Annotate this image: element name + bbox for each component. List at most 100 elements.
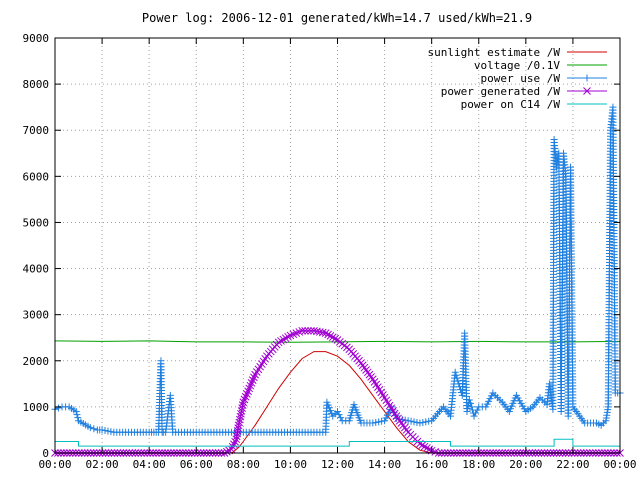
data-point [410, 418, 418, 426]
y-tick-label: 8000 [23, 78, 50, 91]
data-point [279, 335, 288, 344]
data-point [304, 326, 312, 335]
data-point [328, 333, 337, 342]
data-point [315, 328, 324, 336]
data-point [298, 326, 307, 335]
data-point [55, 404, 63, 412]
data-point [418, 441, 427, 450]
x-tick-label: 04:00 [133, 458, 166, 471]
data-point [473, 406, 481, 414]
data-point [423, 444, 431, 452]
y-tick-label: 4000 [23, 263, 50, 276]
legend-label: sunlight estimate /W [428, 46, 561, 59]
x-tick-label: 08:00 [227, 458, 260, 471]
data-point [422, 418, 430, 426]
data-point [420, 442, 429, 451]
series-5 [55, 438, 620, 447]
x-tick-label: 14:00 [368, 458, 401, 471]
x-tick-label: 10:00 [274, 458, 307, 471]
legend-marker [583, 87, 591, 95]
series-line [55, 351, 620, 454]
x-tick-label: 06:00 [180, 458, 213, 471]
legend-marker [583, 74, 591, 82]
data-point [326, 332, 335, 340]
data-point [98, 426, 106, 434]
x-tick-label: 02:00 [86, 458, 119, 471]
axis-ticks: 0 1000 2000 3000 4000 5000 6000 7000 8000 9000 00:… [23, 32, 637, 471]
data-point [375, 418, 383, 426]
data-point [331, 334, 339, 343]
legend-label: power on C14 /W [461, 98, 561, 111]
data-point [451, 368, 459, 376]
data-point [243, 390, 251, 398]
y-tick-label: 5000 [23, 216, 50, 229]
data-point [453, 374, 461, 382]
series-line [54, 107, 620, 433]
data-point [465, 399, 473, 407]
series-layer [51, 103, 624, 457]
data-point [413, 418, 421, 426]
x-tick-label: 12:00 [321, 458, 354, 471]
data-point [241, 392, 250, 401]
data-point [72, 408, 80, 415]
x-tick-label: 20:00 [509, 458, 542, 471]
data-point [470, 412, 478, 420]
data-point [239, 398, 248, 407]
data-point [223, 447, 231, 456]
y-tick-label: 9000 [23, 32, 50, 45]
series-1 [55, 351, 620, 454]
data-point [246, 381, 255, 390]
data-point [250, 373, 258, 382]
data-point [407, 417, 415, 425]
data-point [335, 411, 343, 419]
data-point [277, 337, 285, 345]
data-point [301, 326, 309, 335]
data-point [245, 384, 254, 393]
data-point [107, 428, 115, 436]
data-point [334, 408, 341, 415]
legend-label: voltage /0.1V [474, 59, 560, 72]
data-point [369, 419, 377, 427]
chart-title: Power log: 2006-12-01 generated/kWh=14.7… [142, 11, 532, 25]
data-point [416, 419, 424, 427]
series-line [54, 340, 621, 343]
data-point [318, 328, 327, 337]
data-point [281, 334, 290, 343]
data-point [244, 387, 252, 396]
y-tick-label: 0 [42, 447, 49, 460]
data-point [90, 425, 98, 433]
x-tick-label: 22:00 [556, 458, 589, 471]
data-point [467, 399, 475, 407]
data-point [401, 416, 409, 424]
data-point [452, 371, 460, 379]
x-tick-label: 00:00 [38, 458, 71, 471]
data-point [247, 379, 256, 387]
data-point [310, 326, 318, 335]
data-point [324, 330, 332, 339]
data-point [313, 327, 321, 336]
data-point [238, 401, 247, 410]
data-point [419, 418, 427, 426]
data-point [231, 437, 239, 446]
data-point [321, 329, 330, 337]
data-point [372, 418, 380, 426]
series-3 [51, 103, 624, 436]
data-point [337, 414, 345, 422]
x-tick-label: 16:00 [415, 458, 448, 471]
y-tick-label: 3000 [23, 309, 50, 322]
data-point [472, 409, 480, 417]
data-point [86, 424, 94, 432]
y-tick-label: 2000 [23, 355, 50, 368]
y-tick-label: 1000 [23, 401, 50, 414]
x-tick-label: 18:00 [462, 458, 495, 471]
data-point [74, 414, 82, 422]
y-tick-label: 7000 [23, 124, 50, 137]
x-tick-label: 00:00 [603, 458, 636, 471]
data-point [463, 408, 471, 415]
data-point [73, 411, 81, 419]
data-point [228, 442, 237, 451]
data-point [248, 376, 257, 384]
data-point [465, 396, 473, 404]
